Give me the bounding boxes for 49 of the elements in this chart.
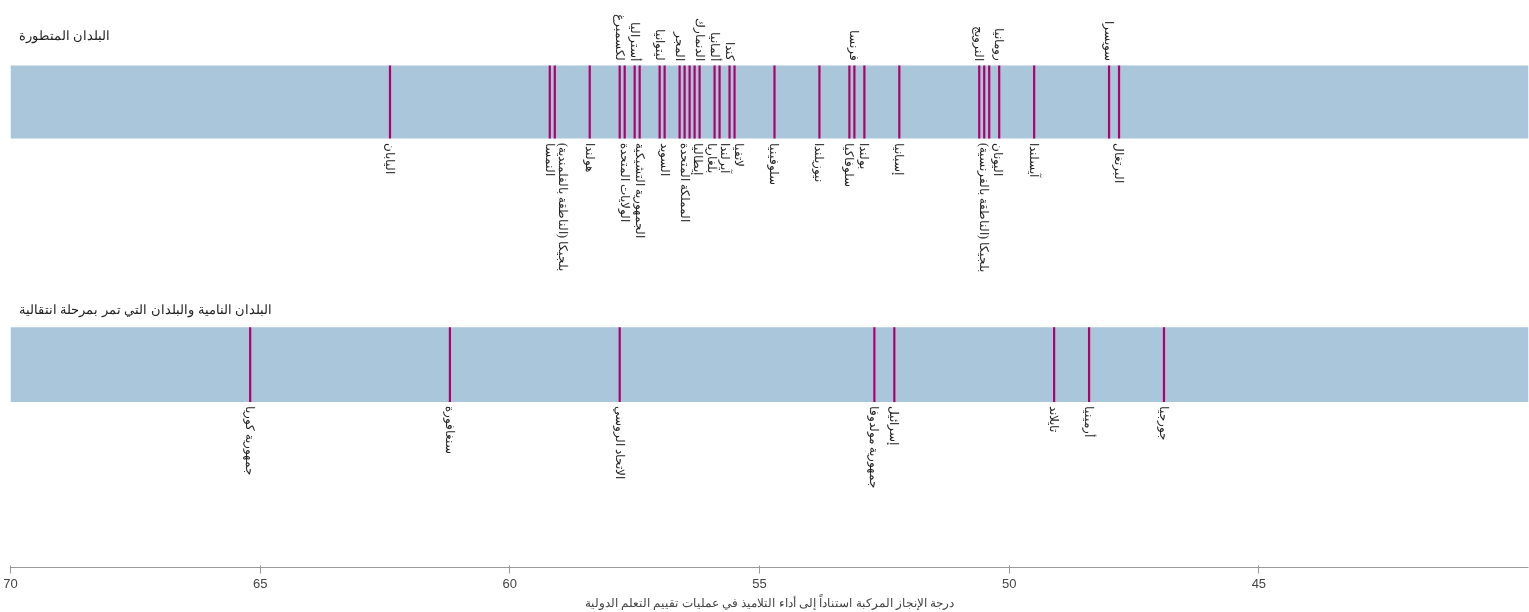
annotation: لكسمبرغ [612,14,627,62]
annotation: سويسرا [1102,21,1117,62]
annotation: النمسا [542,143,557,176]
annotation: لاتفيا [731,143,746,167]
x-tick-label: 55 [752,575,767,591]
annotation: إسبانيا [891,143,907,175]
annotation: بلغاريا [704,143,719,173]
annotation: بلجيكا (الناطقة بالفرنسية) [977,143,992,272]
annotation: أرمينيا [1082,405,1098,437]
chart-title: البلدان المتطورة [18,28,111,45]
annotation: المجر [672,31,687,62]
annotation: السويد [657,143,672,176]
annotation: جمهورية كوريا [243,405,258,475]
annotation: الدنمارك [692,18,707,62]
annotation: سلوفاكيا [842,143,857,187]
chart-title: البلدان النامية والبلدان التي تمر بمرحلة انتقالية [18,301,273,318]
x-axis-title: درجة الإنجاز المركبة استناداً إلى أداء التلاميذ في عمليات تقييم التعلم الدولية [584,593,955,611]
annotation: آيرلندا [718,143,734,174]
annotation: المملكة المتحدة [677,143,692,222]
x-tick-label: 45 [1251,575,1267,591]
x-tick-label: 60 [502,575,518,591]
annotation: سلوفينيا [767,143,782,185]
annotation: أستراليا [627,22,643,62]
x-tick-label: 50 [1001,575,1017,591]
annotation: آيسلندا [1027,143,1043,178]
annotation: ألمانيا [707,32,723,62]
annotation: هولندا [582,143,597,172]
annotation: الولايات المتحدة [617,143,632,222]
annotation: فرنسا [847,30,862,62]
annotation: البرتغال [1112,143,1127,183]
annotation: الاتحاد الروسي [612,405,627,479]
annotation: كندا [722,42,737,62]
annotation: بلجيكا (الناطقة بالفلمندية) [556,143,571,271]
annotation: تايلاند [1047,405,1062,432]
x-tick-label: 70 [3,575,18,591]
annotation: اليابان [383,143,397,174]
annotation: بولندا [857,143,872,169]
annotation: النرويج [972,26,987,62]
annotation: سنغافورة [442,405,457,454]
annotation: اليونان [990,143,1005,176]
annotation: جورجيا [1156,405,1171,440]
annotation: جمهورية مولدوفا [867,405,882,488]
annotation: رومانيا [992,28,1007,62]
annotation: الجمهورية التشيكية [632,143,647,238]
x-tick-label: 65 [252,575,268,591]
annotation: إيطاليا [690,143,706,175]
annotation: إسرائيل [886,405,902,445]
annotation: نيوزيلندا [812,143,827,182]
annotation: ليتوانيا [652,29,667,62]
